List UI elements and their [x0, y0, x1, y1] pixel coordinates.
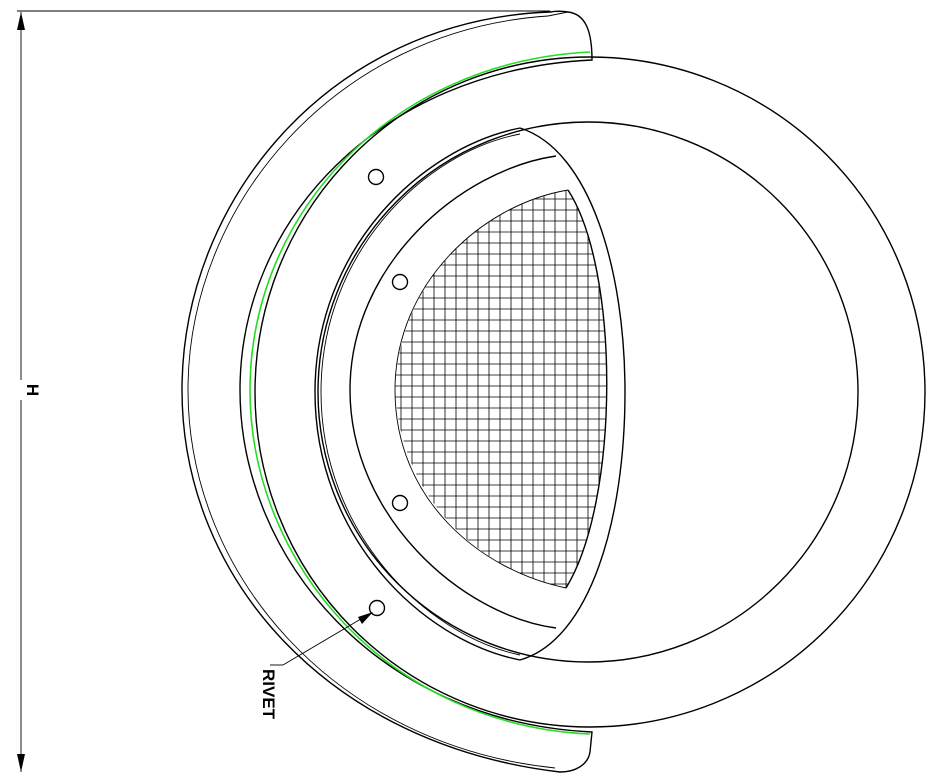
inner-collar: [349, 155, 569, 629]
hood-lip-curve: [519, 127, 626, 661]
main-ring-inner: [317, 121, 859, 663]
outer-flange: [181, 10, 593, 773]
gasket-line: [249, 51, 591, 735]
rivets: [367, 168, 409, 617]
rivet: [391, 494, 409, 512]
rivet: [368, 599, 386, 617]
leader-arrow: [358, 612, 373, 624]
dimension-label: H: [23, 384, 42, 396]
flange-fold-line: [547, 11, 569, 17]
rivet-callout: RIVET: [259, 612, 373, 720]
collar-outer-edge: [349, 155, 557, 629]
collar-inner-edge: [394, 189, 569, 589]
rivet-label: RIVET: [259, 669, 278, 720]
leader-line: [282, 612, 372, 666]
dimension-arrow-top: [17, 12, 25, 30]
rivet: [391, 273, 409, 291]
opening-inner-edge: [320, 133, 521, 656]
flange-inner-edge: [187, 15, 556, 769]
dimension-arrow-bottom: [17, 754, 25, 772]
opening-outer-edge: [314, 127, 521, 661]
flange-outer-edge: [181, 10, 593, 773]
mesh-screen: [395, 190, 607, 588]
main-ring-outer: [254, 56, 926, 728]
hood-opening: [314, 127, 626, 661]
mesh-border: [565, 189, 608, 589]
rivet: [367, 168, 385, 186]
height-dimension: H: [17, 10, 550, 772]
